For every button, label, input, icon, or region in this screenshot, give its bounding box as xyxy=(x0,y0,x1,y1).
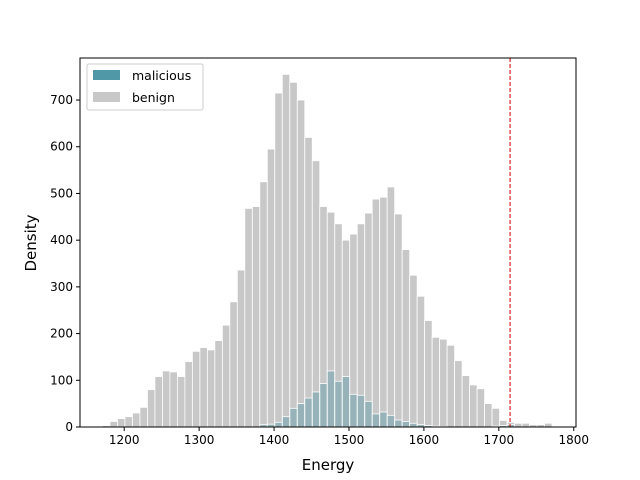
benign-bar xyxy=(229,301,238,428)
benign-bar xyxy=(514,422,523,428)
x-tick-label: 1400 xyxy=(259,433,290,447)
y-tick-label: 600 xyxy=(50,140,73,154)
malicious-bar xyxy=(296,403,306,428)
benign-bar xyxy=(162,370,171,428)
x-tick-label: 1700 xyxy=(484,433,515,447)
benign-bar xyxy=(409,274,418,428)
legend-label-benign: benign xyxy=(132,90,175,105)
benign-bar xyxy=(296,99,306,428)
malicious-bar xyxy=(349,393,358,428)
malicious-bar xyxy=(386,414,396,428)
benign-bar xyxy=(401,249,411,428)
malicious-bar xyxy=(289,407,298,428)
benign-bar xyxy=(304,137,313,428)
x-tick-label: 1300 xyxy=(184,433,215,447)
x-axis-label: Energy xyxy=(302,456,355,474)
benign-bar xyxy=(206,349,216,428)
benign-bar xyxy=(124,416,133,428)
benign-bar xyxy=(132,412,141,428)
y-tick-label: 700 xyxy=(50,93,73,107)
legend-swatch-benign xyxy=(93,92,120,102)
benign-bar xyxy=(221,324,231,428)
benign-bar xyxy=(476,388,485,428)
benign-bar xyxy=(484,403,493,428)
benign-bar xyxy=(371,198,381,428)
malicious-bar xyxy=(281,416,291,428)
benign-bar xyxy=(544,422,553,428)
benign-bar xyxy=(176,376,186,428)
x-tick-label: 1200 xyxy=(109,433,140,447)
benign-bar xyxy=(259,181,268,428)
benign-bar xyxy=(469,384,478,428)
benign-bar xyxy=(109,420,118,428)
y-axis-label: Density xyxy=(22,214,40,271)
y-tick-label: 500 xyxy=(50,186,73,200)
benign-bar xyxy=(394,213,403,428)
malicious-bar xyxy=(401,420,411,428)
benign-bar xyxy=(274,92,283,428)
benign-bar xyxy=(364,212,373,428)
malicious-bar xyxy=(304,397,313,428)
malicious-bar xyxy=(326,370,336,428)
benign-bar xyxy=(424,320,433,428)
malicious-bar xyxy=(319,383,328,428)
malicious-bar xyxy=(379,411,388,428)
x-axis: 1200 1300 1400 1500 1600 1700 1800 xyxy=(109,427,589,447)
malicious-bar xyxy=(341,376,351,428)
benign-bar xyxy=(416,295,426,428)
x-tick-label: 1800 xyxy=(558,433,589,447)
benign-bar xyxy=(289,81,298,428)
malicious-bar xyxy=(364,400,373,428)
benign-bar xyxy=(439,338,448,428)
benign-bar xyxy=(461,375,470,428)
benign-bar xyxy=(311,160,321,428)
benign-bar xyxy=(281,73,291,428)
x-tick-label: 1500 xyxy=(334,433,365,447)
benign-bar xyxy=(491,407,500,428)
benign-bar xyxy=(521,422,530,428)
legend-label-malicious: malicious xyxy=(132,68,191,83)
y-tick-label: 100 xyxy=(50,373,73,387)
y-tick-label: 400 xyxy=(50,233,73,247)
benign-bar xyxy=(184,361,193,428)
benign-bar xyxy=(236,269,246,428)
legend: malicious benign xyxy=(86,63,204,111)
benign-bar xyxy=(191,350,201,428)
benign-bar xyxy=(139,406,148,428)
y-tick-label: 300 xyxy=(50,280,73,294)
plot-frame xyxy=(79,57,577,428)
benign-bar xyxy=(454,360,463,428)
benign-bar xyxy=(446,344,456,428)
malicious-bar xyxy=(334,380,343,428)
y-tick-label: 0 xyxy=(65,420,73,434)
benign-bar xyxy=(379,196,388,428)
malicious-bar xyxy=(371,413,381,428)
benign-bar xyxy=(199,347,208,428)
benign-bar xyxy=(244,207,253,428)
malicious-bar xyxy=(311,391,321,428)
benign-bar xyxy=(251,206,261,428)
benign-bar xyxy=(386,186,396,428)
y-tick-label: 200 xyxy=(50,327,73,341)
malicious-bar xyxy=(274,421,283,428)
benign-bar xyxy=(266,148,276,428)
benign-bar xyxy=(431,336,441,428)
malicious-bar xyxy=(356,394,366,428)
x-tick-label: 1600 xyxy=(409,433,440,447)
malicious-bar xyxy=(394,419,403,428)
benign-bar xyxy=(154,376,163,428)
legend-swatch-malicious xyxy=(93,70,120,80)
y-axis: 0 100 200 300 400 500 600 700 xyxy=(50,93,80,434)
benign-bar xyxy=(214,340,223,428)
benign-bar xyxy=(169,371,178,428)
malicious-bar xyxy=(409,422,418,428)
benign-bar xyxy=(117,418,126,428)
benign-bar xyxy=(147,389,156,428)
